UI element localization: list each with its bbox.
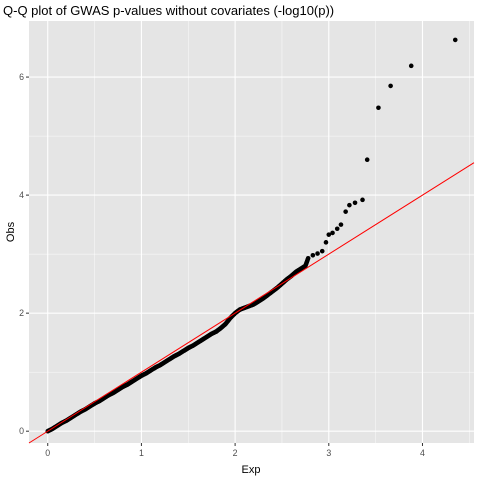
data-point — [347, 203, 352, 208]
y-tick-label: 2 — [19, 308, 24, 318]
data-point — [376, 105, 381, 110]
data-point — [353, 200, 358, 205]
data-point — [365, 157, 370, 162]
x-tick-label: 0 — [45, 448, 50, 458]
y-tick-label: 0 — [19, 426, 24, 436]
data-point — [306, 256, 311, 261]
plot-panel — [29, 21, 474, 443]
y-tick-label: 4 — [19, 190, 24, 200]
data-point — [320, 249, 325, 254]
x-tick-label: 3 — [326, 448, 331, 458]
data-point — [311, 253, 316, 258]
data-point — [409, 64, 414, 69]
data-point — [330, 231, 335, 236]
y-axis-title: Obs — [5, 221, 17, 242]
data-point — [453, 38, 458, 43]
data-point — [339, 222, 344, 227]
data-point — [388, 84, 393, 89]
x-tick-label: 4 — [420, 448, 425, 458]
x-tick-label: 2 — [233, 448, 238, 458]
data-point — [335, 226, 340, 231]
chart-title: Q-Q plot of GWAS p-values without covari… — [3, 3, 334, 18]
x-axis-title: Exp — [242, 464, 261, 476]
y-tick-label: 6 — [19, 72, 24, 82]
data-point — [324, 240, 329, 245]
data-point — [343, 209, 348, 214]
x-tick-label: 1 — [139, 448, 144, 458]
y-axis-ticks: 0 2 4 6 — [19, 72, 29, 436]
data-point — [315, 251, 320, 256]
x-axis-ticks: 0 1 2 3 4 — [45, 443, 425, 458]
data-point — [360, 198, 365, 203]
